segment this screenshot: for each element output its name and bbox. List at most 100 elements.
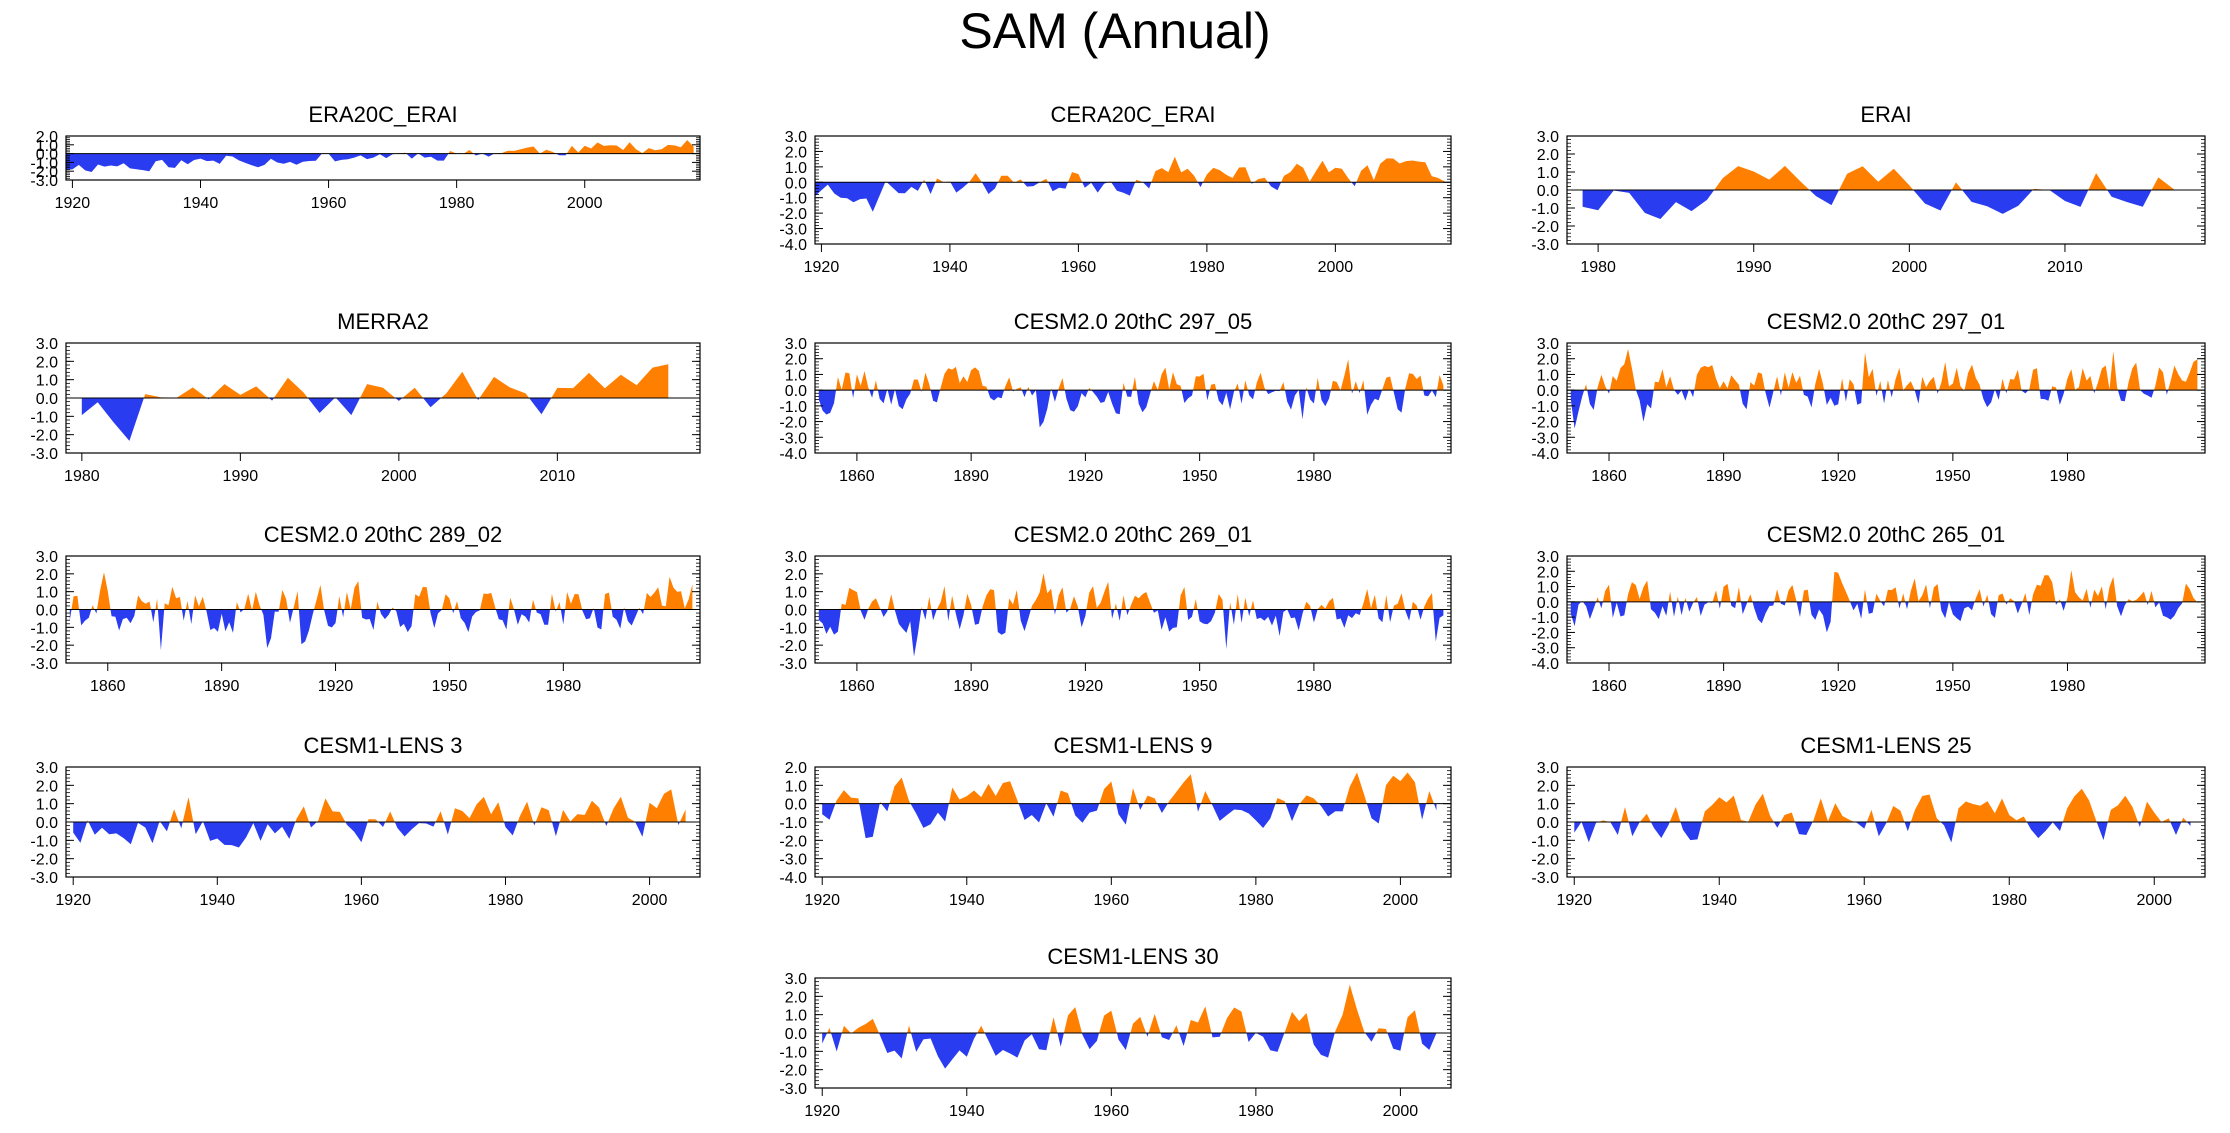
x-tick-label: 1920 <box>1068 468 1104 485</box>
panel-title: CESM1-LENS 3 <box>304 733 463 758</box>
x-tick-label: 2000 <box>567 195 603 212</box>
x-tick-label: 1940 <box>199 892 235 909</box>
y-tick-label: 3.0 <box>1537 336 1559 353</box>
positive-anomaly-area <box>1581 788 2187 822</box>
x-tick-label: 1940 <box>932 259 968 276</box>
x-tick-label: 1860 <box>90 678 126 695</box>
panel-cesm2-0-20thc-297-05: CESM2.0 20thC 297_05 3.02.01.00.0-1.0-2.0… <box>779 309 1452 485</box>
x-tick-label: 2000 <box>2136 892 2172 909</box>
y-tick-label: -3.0 <box>779 656 807 673</box>
y-tick-label: 1.0 <box>36 138 58 155</box>
x-tick-label: 2000 <box>381 468 417 485</box>
negative-anomaly-area <box>818 609 1444 657</box>
x-tick-label: 2000 <box>632 892 668 909</box>
x-tick-label: 1890 <box>1706 468 1742 485</box>
y-tick-label: -4.0 <box>1531 446 1559 463</box>
y-tick-label: -1.0 <box>30 409 58 426</box>
y-tick-label: -4.0 <box>1531 656 1559 673</box>
plot-frame <box>814 135 1452 245</box>
x-tick-label: 1860 <box>1591 468 1627 485</box>
x-tick-label: 1890 <box>953 678 989 695</box>
negative-anomaly-area <box>1582 190 2152 219</box>
y-tick-label: 2.0 <box>1537 564 1559 581</box>
positive-anomaly-area <box>71 572 693 610</box>
y-tick-label: 3.0 <box>36 336 58 353</box>
panel-title: MERRA2 <box>337 309 429 334</box>
y-tick-label: 3.0 <box>785 549 807 566</box>
y-tick-label: -1.0 <box>1531 610 1559 627</box>
x-tick-label: 1980 <box>1580 259 1616 276</box>
x-tick-label: 1920 <box>804 892 840 909</box>
y-tick-label: -1.0 <box>30 833 58 850</box>
y-tick-label: -3.0 <box>30 656 58 673</box>
x-tick-label: 2000 <box>1383 892 1419 909</box>
panel-title: CESM2.0 20thC 265_01 <box>1767 522 2006 547</box>
panel-title: CESM2.0 20thC 297_01 <box>1767 309 2006 334</box>
positive-anomaly-area <box>87 789 686 822</box>
y-tick-label: -1.0 <box>1531 201 1559 218</box>
y-tick-label: 1.0 <box>785 367 807 384</box>
y-tick-label: 0.0 <box>36 815 58 832</box>
y-tick-label: -3.0 <box>30 173 58 190</box>
y-tick-label: -1.0 <box>779 191 807 208</box>
negative-anomaly-area <box>822 1033 1437 1069</box>
y-tick-label: 2.0 <box>785 567 807 584</box>
x-tick-label: 1860 <box>1591 678 1627 695</box>
negative-anomaly-area <box>1570 390 2169 429</box>
y-tick-label: -4.0 <box>779 446 807 463</box>
y-tick-label: 2.0 <box>36 778 58 795</box>
x-tick-label: 1920 <box>1556 892 1592 909</box>
x-tick-label: 1920 <box>55 892 91 909</box>
figure-title: SAM (Annual) <box>959 3 1271 59</box>
y-tick-label: 0.0 <box>1537 183 1559 200</box>
y-tick-label: 1.0 <box>1537 797 1559 814</box>
x-tick-label: 1990 <box>223 468 259 485</box>
x-tick-label: 1960 <box>311 195 347 212</box>
y-tick-label: 3.0 <box>36 549 58 566</box>
x-tick-label: 1980 <box>439 195 475 212</box>
y-tick-label: 0.0 <box>1537 815 1559 832</box>
negative-anomaly-area <box>66 153 567 172</box>
y-tick-label: 2.0 <box>1537 352 1559 369</box>
y-tick-label: 2.0 <box>36 354 58 371</box>
x-tick-label: 1950 <box>1182 468 1218 485</box>
y-tick-label: 3.0 <box>785 336 807 353</box>
y-tick-label: -3.0 <box>30 446 58 463</box>
y-tick-label: 1.0 <box>785 585 807 602</box>
y-tick-label: -1.0 <box>1531 399 1559 416</box>
y-tick-label: -2.0 <box>1531 415 1559 432</box>
y-tick-label: -3.0 <box>779 1081 807 1098</box>
x-tick-label: 1860 <box>839 678 875 695</box>
y-tick-label: 3.0 <box>785 971 807 988</box>
y-tick-label: 2.0 <box>36 567 58 584</box>
positive-anomaly-area <box>1581 570 2198 602</box>
y-tick-label: 3.0 <box>36 760 58 777</box>
panel-title: CESM1-LENS 9 <box>1054 733 1213 758</box>
negative-anomaly-area <box>73 822 680 848</box>
x-tick-label: 1980 <box>1296 468 1332 485</box>
y-tick-label: -2.0 <box>779 638 807 655</box>
x-tick-label: 1960 <box>1094 892 1130 909</box>
y-tick-label: 1.0 <box>785 778 807 795</box>
panel-cesm2-0-20thc-289-02: CESM2.0 20thC 289_02 3.02.01.00.0-1.0-2.0… <box>30 522 701 695</box>
y-tick-label: 1.0 <box>785 1008 807 1025</box>
x-tick-label: 1920 <box>318 678 354 695</box>
y-tick-label: 0.0 <box>785 603 807 620</box>
y-tick-label: -2.0 <box>779 415 807 432</box>
positive-anomaly-area <box>827 984 1437 1033</box>
y-tick-label: -3.0 <box>30 870 58 887</box>
x-tick-label: 1940 <box>949 892 985 909</box>
positive-anomaly-area <box>885 156 1445 183</box>
y-tick-label: 0.0 <box>36 603 58 620</box>
y-tick-label: -1.0 <box>30 155 58 172</box>
y-tick-label: 2.0 <box>36 129 58 146</box>
y-tick-label: -2.0 <box>779 1063 807 1080</box>
panel-cesm1-lens-25: CESM1-LENS 25 3.02.0 1.00.0-1.0 -2.0-3.0 192… <box>1531 733 2206 909</box>
x-tick-label: 1960 <box>1061 259 1097 276</box>
x-tick-label: 1950 <box>1935 678 1971 695</box>
x-tick-label: 1980 <box>64 468 100 485</box>
x-tick-label: 1960 <box>1846 892 1882 909</box>
y-tick-label: 0.0 <box>1537 383 1559 400</box>
panel-cera20c-erai: CERA20C_ERAI 3.02.01.00.0-1.0-2.0-3.0-4.0… <box>779 102 1452 276</box>
